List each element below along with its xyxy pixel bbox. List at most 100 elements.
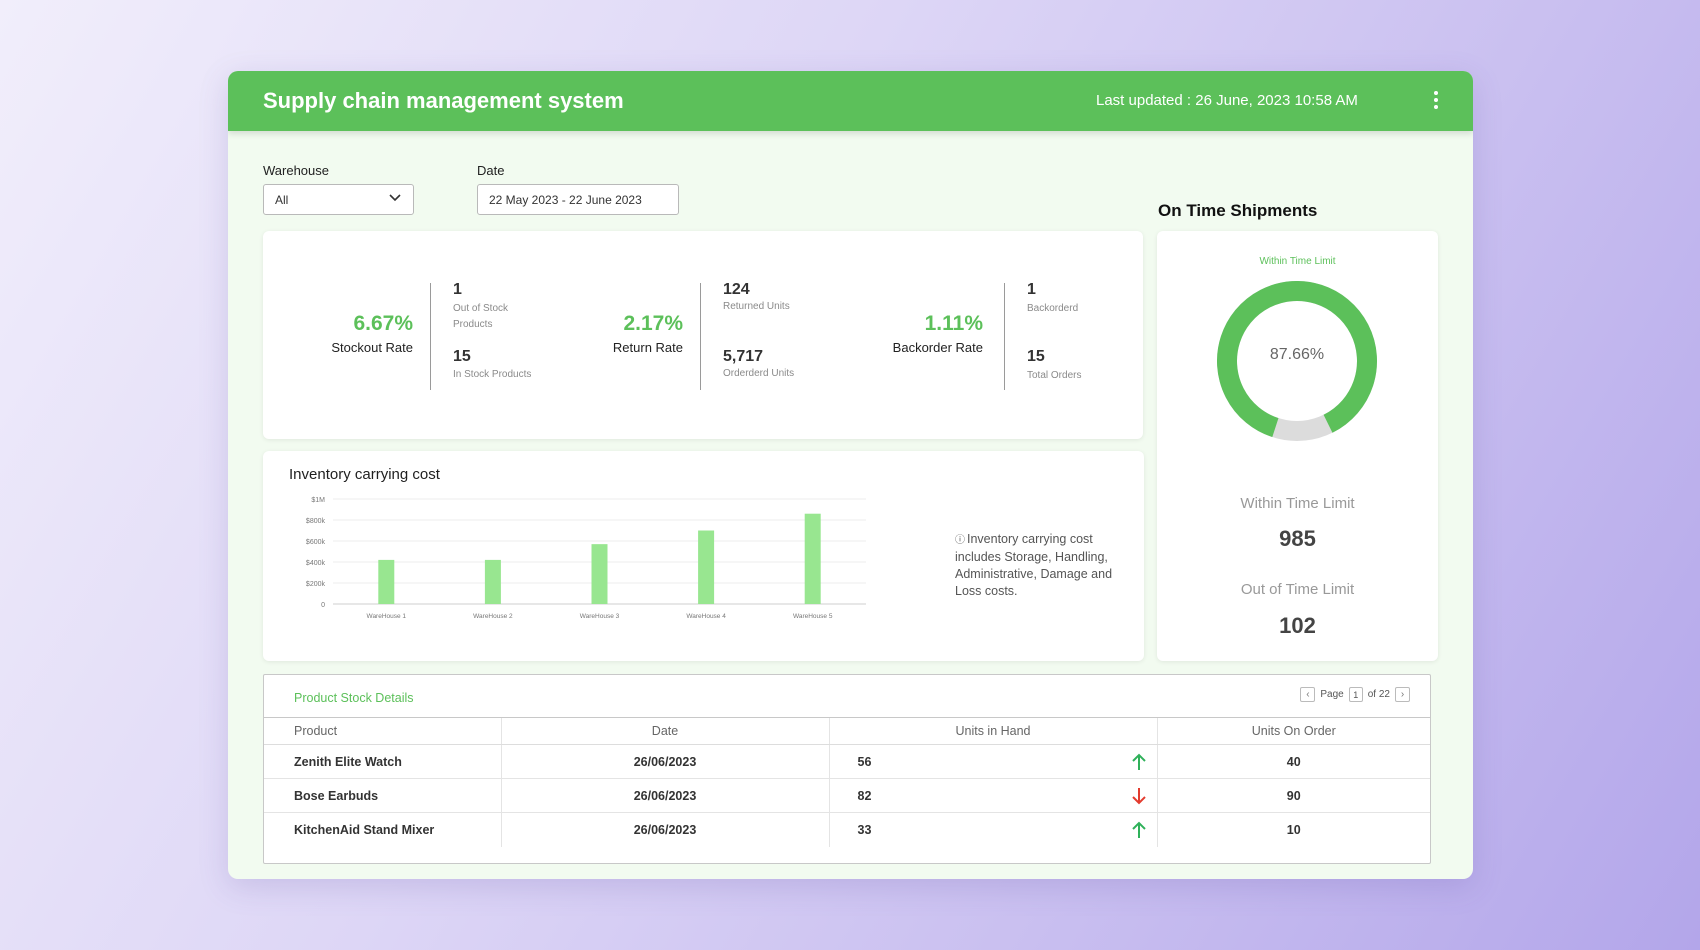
x-tick-label: WareHouse 5 [793,613,833,620]
units-on-order-cell: 90 [1156,778,1430,813]
date-label: Date [477,163,505,178]
bar [484,559,501,604]
divider [1004,283,1005,390]
total-orders-value: 15 [1027,348,1045,365]
column-header[interactable]: Product [264,717,501,745]
warehouse-label: Warehouse [263,163,329,178]
next-page-button[interactable]: › [1395,687,1410,702]
column-header[interactable]: Units in Hand [828,717,1157,745]
column-header[interactable]: Date [500,717,829,745]
y-tick-label: $1M [311,497,325,504]
date-cell: 26/06/2023 [500,778,829,813]
backorder-rate-label: Backorder Rate [892,340,983,355]
donut-label: Within Time Limit [1259,256,1336,267]
prev-page-button[interactable]: ‹ [1300,687,1316,702]
chart-note: ⓘ Inventory carrying cost includes Storag… [955,531,1125,600]
backorder-rate-value: 1.11% [924,312,983,335]
y-tick-label: $600k [306,539,326,546]
y-tick-label: $400k [306,560,326,567]
units-in-hand-cell: 33 [828,812,1157,847]
x-tick-label: WareHouse 4 [686,613,726,620]
x-tick-label: WareHouse 2 [473,613,513,620]
return-rate-label: Return Rate [612,340,683,355]
table-title: Product Stock Details [294,691,414,705]
x-tick-label: WareHouse 1 [367,613,407,620]
units-in-hand-cell: 56 [828,744,1157,779]
divider [700,283,701,390]
page-number-input[interactable]: 1 [1348,687,1363,702]
table-header-row: Product Date Units in Hand Units On Orde… [264,717,1430,745]
within-limit-value: 985 [1279,526,1316,551]
y-tick-label: $200k [306,581,326,588]
units-in-hand-value: 56 [857,754,872,769]
shipments-donut [1217,281,1377,441]
ordered-units-value: 5,717 [723,348,764,365]
trend-up-icon [1131,753,1146,770]
date-range-input[interactable] [477,184,679,215]
date-cell: 26/06/2023 [500,744,829,779]
out-of-stock-value: 1 [453,281,462,298]
chevron-down-icon [389,194,401,202]
date-cell: 26/06/2023 [500,812,829,847]
ordered-units-label: Orderderd Units [723,368,795,379]
within-limit-label: Within Time Limit [1240,495,1355,512]
table-row[interactable]: Bose Earbuds 26/06/2023 82 90 [264,778,1430,813]
bar [804,513,821,604]
warehouse-value: All [275,193,289,207]
out-of-limit-label: Out of Time Limit [1240,581,1355,598]
bar [378,559,395,604]
stockout-rate-value: 6.67% [353,312,413,335]
returned-units-value: 124 [723,281,750,298]
donut-percent: 87.66% [1269,346,1325,363]
x-tick-label: WareHouse 3 [580,613,620,620]
divider [430,283,431,390]
units-on-order-cell: 10 [1156,812,1430,847]
warehouse-select[interactable]: All [263,184,414,215]
shipments-title: On Time Shipments [1158,201,1318,220]
backordered-value: 1 [1027,281,1036,298]
trend-down-icon [1131,788,1146,805]
total-orders-label: Total Orders [1027,370,1082,381]
y-tick-label: $800k [306,518,326,525]
pagination: ‹ Page 1 of 22 › [1300,687,1410,702]
inventory-cost-chart: 0 $200k $400k $600k $800k $1M WareHouse 1 WareH… [306,497,866,620]
product-cell: Bose Earbuds [264,778,501,813]
in-stock-value: 15 [453,348,471,365]
info-icon: ⓘ [955,535,965,546]
shipments-panel: Within Time Limit 87.66% Within Time Lim… [1157,231,1438,661]
units-in-hand-value: 82 [857,788,872,803]
table-row[interactable]: Zenith Elite Watch 26/06/2023 56 40 [264,744,1430,779]
chart-note-text: Inventory carrying cost includes Storage… [955,532,1113,598]
out-of-stock-label: Out of Stock Products [453,303,509,330]
returned-units-label: Returned Units [723,301,790,312]
product-cell: KitchenAid Stand Mixer [294,822,435,837]
in-stock-label: In Stock Products [453,369,532,380]
y-tick-label: 0 [321,602,325,609]
trend-up-icon [1131,821,1146,838]
return-rate-value: 2.17% [623,312,683,335]
header-bar: Supply chain management system Last upda… [228,71,1473,131]
units-in-hand-value: 33 [857,822,872,837]
page-total: of 22 [1367,689,1390,700]
last-updated: Last updated : 26 June, 2023 10:58 AM [1096,92,1358,109]
table-row[interactable]: KitchenAid Stand Mixer 26/06/2023 33 10 [264,812,1430,847]
bar [591,544,608,604]
donut-within-arc [1217,281,1377,441]
backordered-label: Backorderd [1027,303,1079,314]
product-cell: Zenith Elite Watch [264,744,501,779]
more-menu-icon[interactable] [1426,89,1446,113]
product-stock-table: Product Stock Details ‹ Page 1 of 22 › P… [263,674,1431,864]
stock-table: Product Date Units in Hand Units On Orde… [264,717,1430,847]
dashboard-card: Supply chain management system Last upda… [228,71,1473,879]
out-of-limit-value: 102 [1279,613,1316,638]
units-on-order-cell: 40 [1156,744,1430,779]
inventory-cost-panel: Inventory carrying cost 0 $200k $400k $600k… [263,451,1144,661]
bar [698,530,715,604]
page-title: Supply chain management system [263,88,624,113]
column-header[interactable]: Units On Order [1156,717,1430,745]
page-label: Page [1320,689,1344,700]
units-in-hand-cell: 82 [828,778,1157,813]
stockout-rate-label: Stockout Rate [331,340,413,355]
chart-title: Inventory carrying cost [289,466,440,483]
kpi-panel: 6.67% Stockout Rate 1 Out of Stock Produ… [263,231,1143,439]
